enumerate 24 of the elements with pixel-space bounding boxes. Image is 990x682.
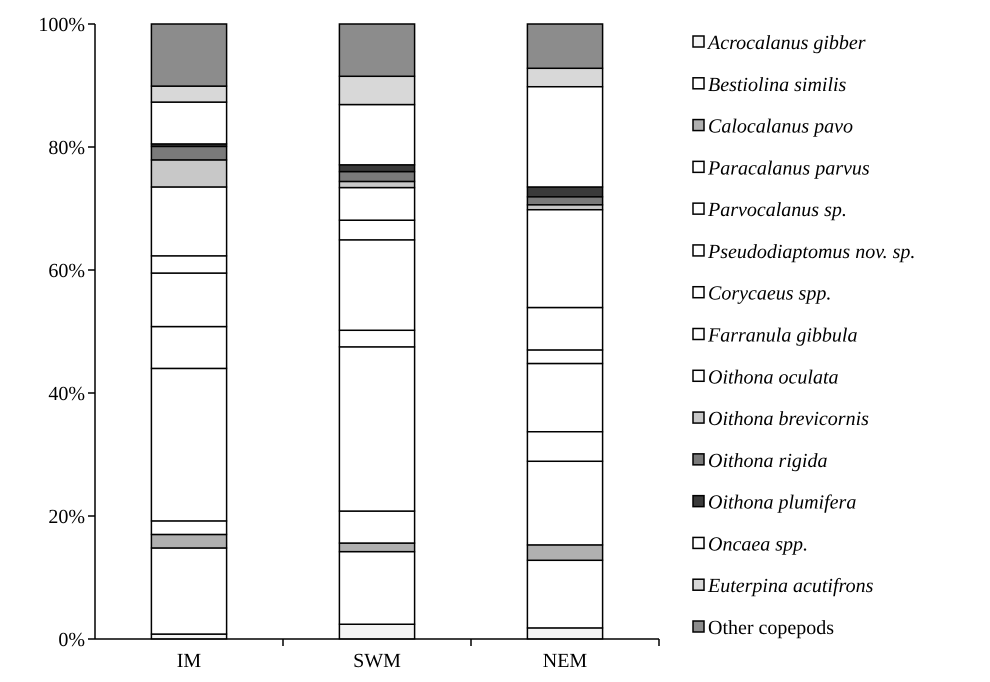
legend-label: Oithona rigida (708, 450, 828, 472)
legend-label: Acrocalanus gibber (706, 32, 866, 54)
x-tick-label: NEM (542, 650, 588, 672)
x-tick-label: IM (176, 650, 202, 672)
y-tick-label: 80% (48, 137, 85, 159)
legend-label: Oithona plumifera (708, 492, 856, 514)
legend-label: Pseudodiaptomus nov. sp. (707, 240, 916, 263)
legend-label: Bestiolina similis (708, 74, 847, 96)
legend-label: Euterpina acutifrons (707, 575, 874, 598)
legend-label: Oithona oculata (708, 366, 839, 388)
legend-label: Other copepods (708, 617, 834, 639)
y-tick-label: 100% (38, 14, 85, 36)
legend-label: Paracalanus parvus (707, 157, 870, 180)
legend-label: Oithona brevicornis (708, 408, 870, 430)
y-tick-label: 20% (48, 506, 85, 528)
legend-label: Parvocalanus sp. (707, 199, 847, 222)
legend-label: Calocalanus pavo (708, 116, 853, 138)
y-tick-label: 60% (48, 260, 85, 282)
legend-label: Farranula gibbula (707, 324, 858, 346)
legend-label: Oncaea spp. (708, 533, 808, 556)
y-tick-label: 0% (58, 629, 85, 651)
legend-label: Corycaeus spp. (708, 282, 832, 305)
x-tick-label: SWM (353, 650, 402, 672)
y-tick-label: 40% (48, 383, 85, 405)
